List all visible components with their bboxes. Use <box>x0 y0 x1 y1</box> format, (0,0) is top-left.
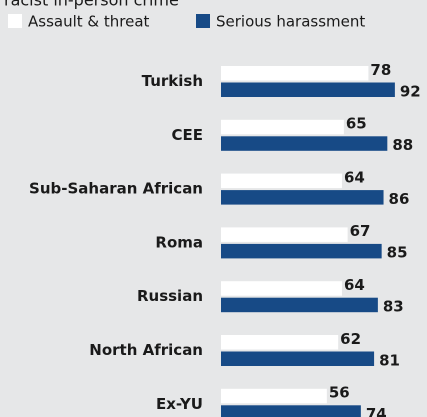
bar <box>221 405 361 417</box>
legend-swatch <box>8 14 22 28</box>
value-label: 64 <box>344 276 365 294</box>
category-label: Turkish <box>142 72 203 90</box>
bar <box>221 119 344 135</box>
value-label: 67 <box>350 222 371 240</box>
value-label: 62 <box>340 330 361 348</box>
legend-swatch <box>196 14 210 28</box>
legend-label: Assault & threat <box>28 13 150 31</box>
value-label: 81 <box>379 351 400 369</box>
value-label: 78 <box>370 61 391 79</box>
value-label: 83 <box>383 297 404 315</box>
bar <box>221 351 375 366</box>
value-label: 86 <box>389 190 410 208</box>
category-label: Ex-YU <box>156 395 203 413</box>
bar <box>221 388 327 404</box>
category-label: CEE <box>171 126 203 144</box>
category-label: North African <box>89 341 203 359</box>
value-label: 64 <box>344 168 365 186</box>
value-label: 85 <box>387 244 408 262</box>
bar <box>221 136 388 151</box>
legend-label: Serious harassment <box>216 13 365 31</box>
bar <box>221 82 395 97</box>
value-label: 88 <box>392 136 413 154</box>
category-label: Sub-Saharan African <box>29 180 203 198</box>
value-label: 92 <box>400 82 421 100</box>
bar <box>221 243 382 259</box>
bar <box>221 66 369 81</box>
value-label: 74 <box>366 405 387 417</box>
bar <box>221 227 348 242</box>
value-label: 65 <box>346 115 367 133</box>
category-label: Roma <box>155 233 203 251</box>
chart-title: racist in-person crime <box>4 0 179 10</box>
bar <box>221 190 384 205</box>
value-label: 56 <box>329 384 350 402</box>
bar <box>221 281 342 296</box>
bar <box>221 335 339 350</box>
bar <box>221 173 342 189</box>
bar <box>221 297 378 313</box>
category-label: Russian <box>137 287 203 305</box>
